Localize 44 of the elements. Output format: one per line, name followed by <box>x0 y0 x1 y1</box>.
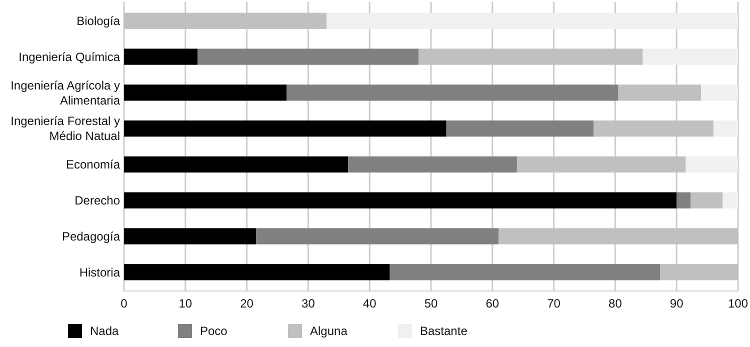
bar <box>690 192 723 208</box>
x-tick-label: 10 <box>178 296 192 311</box>
bar <box>686 156 738 173</box>
bar <box>124 156 348 173</box>
y-tick-label: Derecho <box>74 194 120 208</box>
y-tick-label: Ingeniería Forestal y Médio Natual <box>10 114 120 144</box>
x-tick-label: 100 <box>728 296 748 311</box>
x-tick-label: 40 <box>362 296 377 311</box>
y-tick-label: Economía <box>66 158 120 172</box>
x-tick-label: 20 <box>240 296 254 311</box>
bar <box>642 48 738 65</box>
bar <box>390 264 660 280</box>
bar <box>256 228 499 244</box>
bar <box>446 120 594 137</box>
bar <box>124 120 446 137</box>
bar <box>348 156 517 173</box>
x-tick-label: 90 <box>670 296 684 311</box>
x-tick-label: 50 <box>424 296 438 311</box>
bar <box>286 84 618 101</box>
bar <box>124 84 287 101</box>
bar <box>722 192 738 208</box>
bar <box>326 12 738 29</box>
bar <box>713 120 738 137</box>
x-tick-label: 70 <box>547 296 561 311</box>
legend-label: Bastante <box>420 324 468 338</box>
bar <box>198 48 419 65</box>
y-tick-label: Pedagogía <box>62 229 120 244</box>
bar <box>124 228 256 244</box>
bar <box>124 264 390 280</box>
y-tick-label: Ingeniería Agrícola y Alimentaria <box>10 78 120 108</box>
bar <box>124 192 677 208</box>
legend-label: Nada <box>90 324 120 338</box>
bar <box>124 48 198 65</box>
y-tick-label: Biología <box>76 14 120 28</box>
x-tick-label: 0 <box>120 296 128 311</box>
bar <box>676 192 691 208</box>
legend-label: Poco <box>200 324 228 338</box>
x-tick-label: 60 <box>486 296 500 311</box>
y-tick-label: Ingeniería Química <box>18 50 120 64</box>
x-tick-label: 80 <box>608 296 622 311</box>
bar <box>701 84 738 101</box>
y-tick-label: Historia <box>79 265 120 280</box>
x-tick-label: 30 <box>302 296 316 311</box>
legend-label: Alguna <box>310 324 348 338</box>
